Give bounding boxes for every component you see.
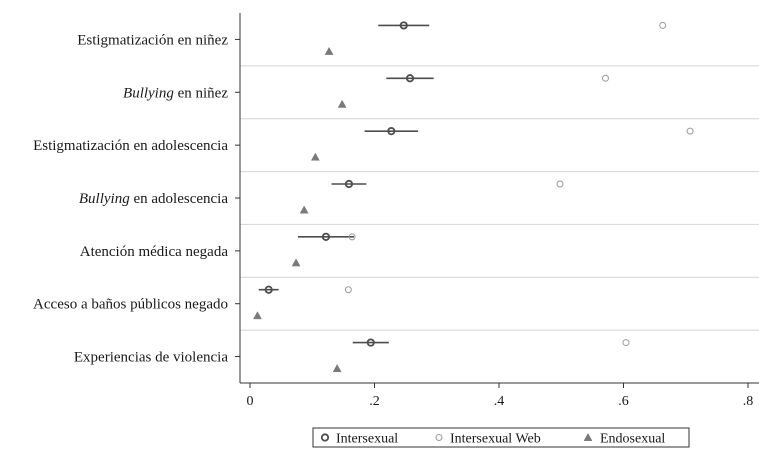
- legend-label: Endosexual: [600, 432, 665, 447]
- category-label-text: Atención médica negada: [80, 244, 229, 260]
- legend-label: Intersexual: [336, 432, 398, 447]
- category-label: Acceso a baños públicos negado: [33, 297, 228, 313]
- category-label: Experiencias de violencia: [74, 350, 228, 366]
- endosexual-point: [253, 311, 262, 320]
- intersexual-point: [387, 127, 396, 136]
- endosexual-point: [324, 46, 334, 55]
- category-label: Bullying en niñez: [123, 85, 228, 101]
- category-label: Estigmatización en adolescencia: [33, 138, 228, 154]
- legend-marker: [320, 433, 330, 442]
- intersexual-point: [264, 285, 273, 294]
- intersexual-point: [399, 21, 408, 30]
- endosexual-point: [310, 152, 320, 161]
- category-label-text: Estigmatización en niñez: [77, 32, 228, 48]
- intersexual-web-point: [344, 286, 352, 294]
- legend-marker: [435, 434, 443, 441]
- intersexual-point: [344, 179, 354, 189]
- x-tick-label: .2: [369, 394, 380, 409]
- intersexual-web-point: [622, 339, 630, 347]
- category-label-italic: Bullying: [79, 191, 130, 207]
- category-label-text: Experiencias de violencia: [74, 350, 228, 366]
- x-tick-label: .4: [494, 394, 505, 409]
- endosexual-point: [337, 99, 347, 108]
- category-label: Bullying en adolescencia: [79, 191, 228, 207]
- axes: [235, 13, 759, 384]
- intersexual-web-point: [659, 21, 667, 29]
- legend-box: [312, 427, 690, 448]
- endosexual-point: [332, 364, 342, 373]
- category-label: Atención médica negada: [80, 244, 229, 260]
- legend: Intersexual Intersexual Web Endosexual: [312, 427, 690, 448]
- intersexual-web-point: [686, 127, 694, 135]
- category-label: Estigmatización en niñez: [77, 32, 228, 48]
- category-label-text: en niñez: [174, 85, 228, 101]
- category-label-text: en adolescencia: [130, 191, 229, 207]
- grid-lines: [240, 65, 759, 331]
- intersexual-web-point: [348, 233, 356, 241]
- legend-marker: [583, 432, 593, 441]
- intersexual-web-point: [556, 180, 564, 188]
- legend-label: Intersexual Web: [450, 432, 541, 447]
- data-marks: [253, 21, 694, 373]
- endosexual-point: [299, 205, 309, 214]
- intersexual-point: [321, 232, 331, 241]
- category-labels: Estigmatización en niñez Bullying en niñe…: [33, 32, 228, 365]
- category-label-text: Estigmatización en adolescencia: [33, 138, 228, 154]
- category-label-italic: Bullying: [123, 85, 174, 101]
- x-tick-label: 0: [247, 394, 254, 409]
- x-tick-label: .8: [743, 394, 754, 409]
- x-axis-ticks: 0 .2 .4 .6 .8: [247, 383, 754, 409]
- category-label-text: Acceso a baños públicos negado: [33, 297, 228, 313]
- intersexual-web-point: [601, 74, 609, 82]
- x-tick-label: .6: [618, 394, 629, 409]
- intersexual-point: [405, 74, 415, 83]
- endosexual-point: [291, 258, 301, 267]
- intersexual-point: [366, 338, 375, 347]
